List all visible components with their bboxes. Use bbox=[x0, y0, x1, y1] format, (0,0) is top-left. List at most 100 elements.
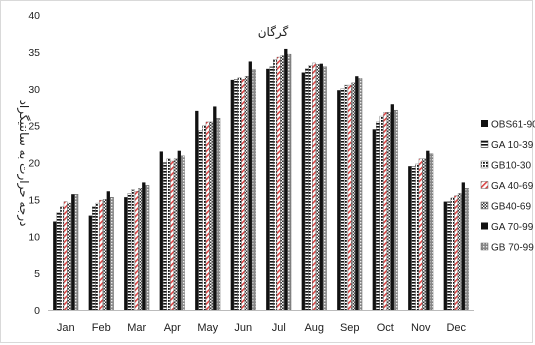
bar-mar-2 bbox=[131, 189, 135, 311]
bar-sep-1 bbox=[340, 88, 345, 311]
bar-apr-2 bbox=[166, 158, 171, 311]
bar-oct-4 bbox=[386, 112, 391, 311]
bar-jan-0 bbox=[53, 221, 57, 310]
y-tick-label: 25 bbox=[28, 121, 40, 133]
bar-nov-4 bbox=[422, 158, 426, 311]
bar-jul-2 bbox=[273, 59, 277, 311]
bar-feb-5 bbox=[106, 191, 110, 310]
bar-may-0 bbox=[195, 110, 199, 311]
bar-dec-2 bbox=[450, 197, 455, 311]
bar-mar-0 bbox=[124, 197, 128, 310]
y-axis-label: درجه حرارت به سانتیگراد bbox=[16, 100, 31, 227]
bar-may-2 bbox=[202, 125, 206, 311]
bar-may-4 bbox=[209, 121, 214, 311]
bar-nov-5 bbox=[426, 150, 430, 310]
bar-oct-5 bbox=[390, 104, 394, 311]
bar-nov-1 bbox=[411, 166, 416, 311]
x-axis-ticks: Jan Feb Mar Apr May Jun Jul Aug Sep Oct Nov Dec bbox=[57, 322, 467, 334]
bar-jan-3 bbox=[63, 201, 68, 311]
x-tick-label: May bbox=[197, 322, 218, 334]
bar-oct-3 bbox=[383, 112, 387, 311]
x-tick-label: Dec bbox=[446, 322, 466, 334]
bar-oct-2 bbox=[379, 115, 384, 311]
bar-apr-4 bbox=[173, 158, 178, 311]
bar-aug-4 bbox=[315, 64, 320, 311]
x-tick-label: Nov bbox=[411, 322, 431, 334]
legend-swatch bbox=[480, 140, 489, 148]
bar-jul-3 bbox=[276, 56, 281, 311]
bar-dec-4 bbox=[457, 193, 462, 311]
y-tick-label: 5 bbox=[34, 268, 40, 280]
y-tick-label: 10 bbox=[28, 231, 40, 243]
bar-feb-4 bbox=[102, 199, 107, 311]
bar-aug-5 bbox=[319, 63, 323, 311]
y-axis-ticks: 0 5 10 15 20 25 30 35 40 bbox=[28, 10, 40, 317]
legend-swatch bbox=[481, 222, 488, 230]
bar-jul-6 bbox=[287, 53, 292, 311]
bar-may-5 bbox=[213, 106, 217, 310]
bar-dec-5 bbox=[461, 182, 465, 310]
bar-jul-1 bbox=[269, 66, 274, 311]
y-tick-label: 15 bbox=[28, 194, 40, 206]
legend-label: GA 40-69 bbox=[491, 181, 534, 192]
legend-swatch bbox=[480, 160, 489, 169]
y-tick-label: 30 bbox=[28, 84, 40, 96]
bar-jul-4 bbox=[280, 55, 284, 311]
bar-sep-6 bbox=[358, 78, 363, 311]
bar-aug-3 bbox=[312, 62, 316, 311]
bar-mar-5 bbox=[142, 182, 146, 310]
bar-mar-4 bbox=[138, 188, 143, 311]
bar-sep-4 bbox=[351, 82, 355, 311]
legend-label: OBS61-90 bbox=[491, 120, 535, 131]
bar-jan-2 bbox=[60, 206, 64, 311]
bar-jun-2 bbox=[237, 77, 242, 311]
y-tick-label: 40 bbox=[28, 10, 40, 22]
y-tick-label: 35 bbox=[28, 47, 40, 59]
bar-jan-4 bbox=[67, 202, 72, 311]
bar-jun-1 bbox=[234, 79, 238, 311]
bar-nov-6 bbox=[429, 153, 434, 311]
legend-swatch bbox=[480, 181, 489, 189]
x-tick-label: Jul bbox=[272, 322, 286, 334]
bar-may-1 bbox=[198, 130, 203, 311]
bar-jun-5 bbox=[248, 61, 252, 311]
x-tick-label: Mar bbox=[127, 322, 146, 334]
bar-sep-5 bbox=[355, 76, 359, 311]
bar-sep-2 bbox=[344, 84, 348, 311]
x-tick-label: Sep bbox=[340, 322, 360, 334]
bar-sep-0 bbox=[337, 90, 341, 310]
y-tick-label: 20 bbox=[28, 158, 40, 170]
bar-jun-3 bbox=[241, 79, 245, 311]
x-tick-label: Feb bbox=[92, 322, 111, 334]
bar-jan-5 bbox=[71, 194, 75, 310]
x-tick-label: Jun bbox=[234, 322, 252, 334]
bar-feb-1 bbox=[92, 206, 96, 311]
bar-mar-6 bbox=[145, 185, 150, 311]
x-tick-label: Aug bbox=[304, 322, 324, 334]
bar-feb-2 bbox=[95, 202, 100, 311]
bar-nov-0 bbox=[408, 166, 412, 310]
legend-label: GA 70-99 bbox=[491, 222, 534, 233]
bar-aug-6 bbox=[323, 66, 327, 311]
bar-apr-5 bbox=[177, 150, 181, 310]
bar-dec-6 bbox=[465, 188, 469, 311]
bar-jan-1 bbox=[56, 212, 61, 311]
bar-feb-0 bbox=[88, 215, 92, 310]
bar-mar-1 bbox=[127, 193, 132, 311]
bar-jun-4 bbox=[244, 76, 249, 311]
legend-label: GA 10-39 bbox=[491, 140, 534, 151]
bar-nov-3 bbox=[418, 158, 423, 311]
bar-dec-0 bbox=[443, 201, 447, 310]
bar-aug-1 bbox=[305, 68, 309, 311]
bar-oct-6 bbox=[394, 109, 398, 311]
bar-aug-2 bbox=[308, 65, 313, 311]
bar-aug-0 bbox=[301, 72, 305, 311]
bar-jun-0 bbox=[230, 79, 234, 311]
bar-apr-3 bbox=[170, 160, 174, 311]
bar-mar-3 bbox=[134, 191, 139, 311]
legend-label: GB40-69 bbox=[491, 202, 531, 213]
bar-feb-6 bbox=[110, 197, 114, 311]
bar-nov-2 bbox=[415, 163, 419, 311]
legend-swatch bbox=[481, 120, 488, 127]
